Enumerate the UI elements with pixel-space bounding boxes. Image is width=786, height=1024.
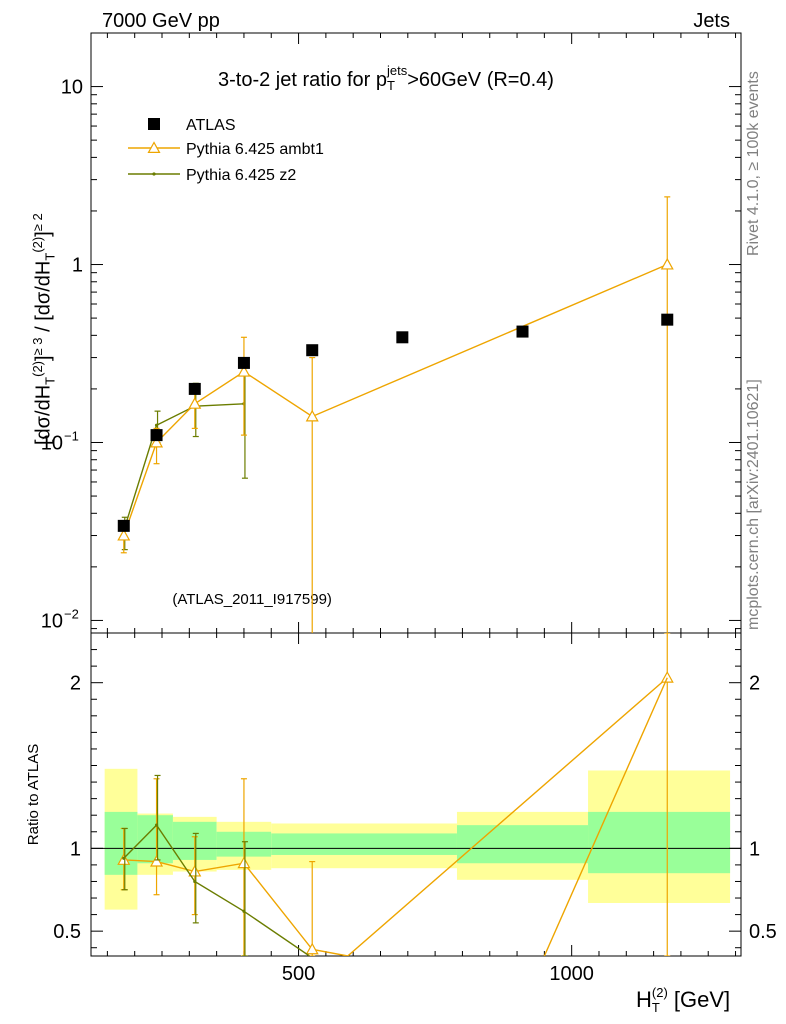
main-plot-area [117,196,674,633]
ratio-z2-point [242,909,246,913]
ratio-band-green [456,825,589,864]
atlas-point [661,313,674,326]
legend-ambt1-label: Pythia 6.425 ambt1 [186,141,324,158]
atlas-point [237,356,250,369]
atlas-point [396,331,409,344]
ratio-ambt1-point [660,670,674,683]
atlas-point [117,519,130,532]
ratio-z2-point [154,823,159,827]
chart-title-text: 3-to-2 jet ratio for p [218,69,387,91]
x-tick-label: 1000 [549,963,594,985]
chart-title: 3-to-2 jet ratio for p jets T >60GeV (R=0.4… [218,64,554,92]
ratio-bands [91,768,741,910]
legend-z2-label: Pythia 6.425 z2 [186,167,296,184]
chart-title-rest: >60GeV (R=0.4) [407,69,554,91]
atlas-point [150,429,163,442]
legend-ambt1-marker [147,141,161,153]
ratio-series-line [543,677,668,956]
ratio-y-tick-label-right: 2 [749,673,760,695]
y-tick-label-exp: −2 [64,606,79,621]
ambt1-point [305,409,319,422]
ambt1-point [660,257,674,270]
ratio-y-tick-label-right: 1 [749,838,760,860]
ratio-band-green [104,811,138,875]
ambt1-point [237,364,251,377]
legend-z2-marker [152,172,156,176]
chart-title-sup: jets [386,63,408,78]
atlas-point [188,382,201,395]
chart-title-sub: T [386,78,395,93]
y-tick-label: 10 [41,610,63,632]
ratio-ambt1-point [188,864,202,877]
ratio-z2-point [122,856,126,860]
ratio-ylabel: Ratio to ATLAS [25,744,42,845]
y-tick-label: 1 [72,255,83,277]
mcplots-label: mcplots.cern.ch [arXiv:2401.10621] [745,379,762,630]
ratio-frame [90,632,742,957]
ratio-y-tick-label: 0.5 [53,921,81,943]
y-tick-label-exp: −1 [64,428,79,443]
z2-point [154,423,159,427]
ratio-band-green [588,811,731,874]
atlas-point [516,325,529,338]
series-line-ambt1 [123,263,668,536]
ratio-y-tick-label-right: 0.5 [749,921,777,943]
ratio-y-tick-label: 1 [70,838,81,860]
header-right: Jets [693,10,730,32]
ratio-plot-area [117,633,674,956]
rivet-label: Rivet 4.1.0, ≥ 100k events [745,71,762,256]
ambt1-point [150,435,164,448]
atlas-point [306,344,319,357]
ambt1-point [188,397,202,409]
ratio-z2-point [193,879,197,884]
ratio-band-green [271,833,457,855]
y-tick-label: 10 [41,432,63,454]
ratio-y-tick-label: 2 [70,673,81,695]
xlabel: H (2) T [GeV] [636,985,731,1015]
legend-atlas-label: ATLAS [186,117,236,134]
ratio-ambt1-point [237,856,251,869]
header-left: 7000 GeV pp [102,10,220,32]
analysis-watermark: (ATLAS_2011_I917599) [172,591,332,608]
series-line-z2 [123,403,244,531]
main-ylabel: [dσ/dHT(2)]≥ 3 / [dσ/dHT(2)]≥ 2 [30,213,58,445]
y-tick-label: 10 [61,77,83,99]
legend: ATLAS Pythia 6.425 ambt1 Pythia 6.425 z2 [128,117,324,184]
x-tick-label: 500 [282,963,315,985]
ratio-ambt1-point [150,854,164,867]
ambt1-point [117,528,131,541]
legend-atlas-marker [148,118,160,130]
ratio-ambt1-point [305,942,319,955]
chart-title-pt-script: jets T [387,64,407,92]
